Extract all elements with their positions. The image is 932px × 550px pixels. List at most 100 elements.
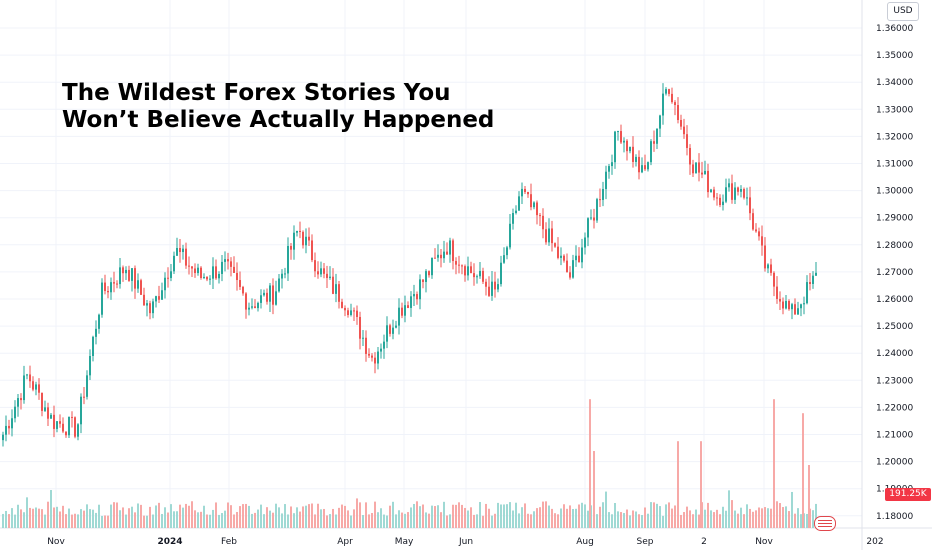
candle-body	[56, 421, 58, 429]
y-tick-label: 1.22000	[876, 403, 913, 413]
candle-body	[674, 102, 676, 106]
candle-body	[29, 374, 31, 382]
volume-bar	[674, 505, 676, 528]
volume-bar	[110, 504, 112, 528]
candle-body	[161, 290, 163, 300]
volume-bar	[557, 514, 559, 528]
volume-bar	[629, 515, 631, 528]
candle-body	[788, 300, 790, 310]
candle-body	[563, 255, 565, 261]
candle-body	[437, 254, 439, 258]
volume-bar	[800, 514, 802, 528]
volume-bar	[134, 512, 136, 528]
volume-bar	[503, 504, 505, 528]
candle-body	[233, 266, 235, 273]
candle-body	[794, 304, 796, 315]
candle-body	[50, 414, 52, 419]
volume-bar	[485, 503, 487, 528]
volume-bar	[179, 504, 181, 528]
x-tick-label: Nov	[47, 537, 65, 547]
volume-bar	[407, 512, 409, 528]
candle-body	[482, 270, 484, 282]
candle-body	[530, 194, 532, 208]
candle-body	[206, 276, 208, 280]
volume-bar	[548, 505, 550, 528]
volume-bar	[551, 508, 553, 528]
volume-bar	[56, 506, 58, 528]
volume-bar	[659, 506, 661, 528]
candle-body	[158, 296, 160, 300]
volume-bar	[665, 504, 667, 528]
candle-body	[806, 282, 808, 304]
volume-bar	[491, 515, 493, 528]
candle-body	[140, 280, 142, 295]
candle-body	[479, 270, 481, 277]
volume-bar	[248, 505, 250, 528]
volume-bar	[143, 515, 145, 528]
volume-bar	[317, 503, 319, 528]
volume-bar	[425, 512, 427, 528]
candle-body	[17, 398, 19, 407]
volume-bar	[296, 507, 298, 528]
currency-button[interactable]: USD	[887, 2, 919, 21]
volume-spike	[593, 451, 595, 528]
volume-bar	[428, 513, 430, 528]
candle-body	[299, 230, 301, 232]
volume-bar	[92, 509, 94, 528]
candle-body	[653, 141, 655, 144]
candle-body	[188, 265, 190, 267]
candle-body	[362, 337, 364, 339]
candle-body	[401, 307, 403, 316]
candle-body	[710, 189, 712, 193]
volume-bar	[104, 515, 106, 528]
volume-bar	[806, 513, 808, 528]
candle-body	[155, 296, 157, 302]
volume-spike	[808, 465, 810, 528]
volume-bar	[404, 513, 406, 528]
candle-body	[761, 236, 763, 246]
volume-bar	[377, 512, 379, 528]
candle-body	[338, 284, 340, 302]
volume-bar	[365, 502, 367, 528]
volume-bar	[239, 506, 241, 528]
candle-body	[446, 251, 448, 255]
volume-bar	[140, 504, 142, 528]
candle-body	[149, 303, 151, 314]
candle-body	[173, 255, 175, 272]
volume-bar	[176, 511, 178, 528]
volume-bar	[155, 505, 157, 528]
volume-bar	[308, 504, 310, 528]
volume-bar	[200, 511, 202, 528]
candle-body	[527, 192, 529, 195]
volume-bar	[731, 500, 733, 528]
volume-bar	[536, 508, 538, 528]
volume-bar	[89, 509, 91, 528]
candle-body	[266, 292, 268, 302]
candle-body	[521, 188, 523, 197]
volume-bar	[215, 502, 217, 528]
candle-body	[365, 337, 367, 354]
y-tick-label: 1.30000	[876, 187, 913, 197]
volume-bar	[584, 504, 586, 528]
candle-body	[677, 105, 679, 121]
candle-body	[35, 384, 37, 390]
volume-bar	[344, 505, 346, 528]
candle-body	[440, 254, 442, 259]
volume-bar	[455, 504, 457, 528]
candle-body	[404, 305, 406, 316]
volume-bar	[188, 505, 190, 528]
volume-bar	[509, 502, 511, 528]
volume-bar	[446, 515, 448, 528]
volume-bar	[80, 509, 82, 528]
candle-body	[500, 262, 502, 285]
volume-bar	[173, 511, 175, 528]
candle-body	[119, 267, 121, 285]
candle-body	[323, 268, 325, 274]
candle-body	[353, 310, 355, 312]
candle-body	[671, 93, 673, 103]
volume-bar	[596, 514, 598, 528]
y-tick-label: 1.25000	[876, 322, 913, 332]
us-flag-icon[interactable]	[814, 516, 836, 531]
volume-bar	[287, 514, 289, 528]
